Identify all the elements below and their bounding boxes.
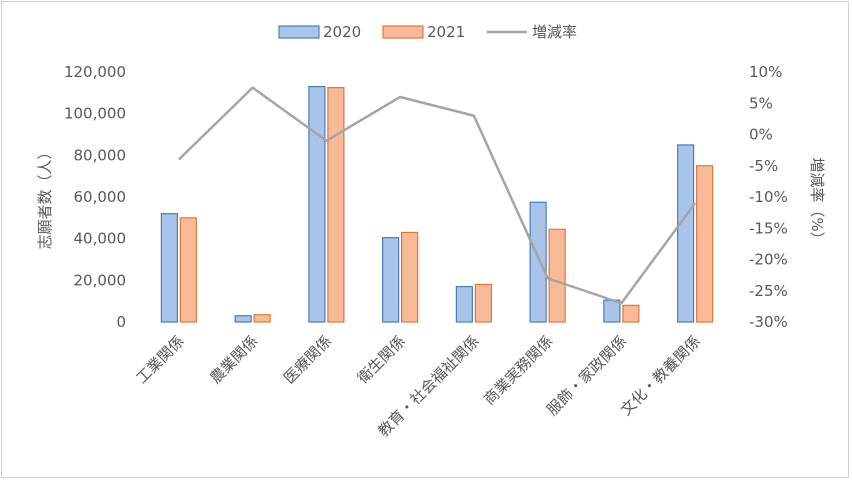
rate-line-path xyxy=(178,86,697,305)
y2-tick-label: 0% xyxy=(749,126,773,144)
category-label: 文化・教養関係 xyxy=(617,332,704,419)
bar-2021 xyxy=(696,165,714,323)
y-tick-label: 120,000 xyxy=(64,63,126,81)
legend-swatch-2021 xyxy=(382,25,424,39)
y2-tick-label: -30% xyxy=(749,313,788,331)
legend-label-2020: 2020 xyxy=(323,23,361,41)
legend-label-2021: 2021 xyxy=(427,23,465,41)
category-label: 衛生関係 xyxy=(354,332,409,387)
rate-line xyxy=(178,86,697,305)
bar-2020 xyxy=(160,213,178,323)
y2-tick-label: -20% xyxy=(749,251,788,269)
bar-2020 xyxy=(308,85,326,323)
bar-2020 xyxy=(382,237,400,323)
bar-2020 xyxy=(603,299,621,323)
y2-tick-label: -10% xyxy=(749,188,788,206)
bar-2020 xyxy=(529,201,547,323)
bar-2020 xyxy=(455,285,473,323)
y-tick-label: 100,000 xyxy=(64,105,126,123)
bar-2021 xyxy=(327,87,345,323)
right-axis: -30% -25% -20% -15% -10% -5% 0% 5% 10% xyxy=(749,63,788,331)
y2-tick-label: 10% xyxy=(749,63,782,81)
category-label: 商業実務関係 xyxy=(480,332,556,408)
category-label: 工業関係 xyxy=(133,332,188,387)
y-tick-label: 0 xyxy=(116,313,126,331)
category-label: 医療関係 xyxy=(280,332,335,387)
y2-axis-title: 増減率（%） xyxy=(808,157,826,246)
bars xyxy=(160,85,714,323)
legend: 2020 2021 増減率 xyxy=(278,23,577,41)
y-tick-label: 40,000 xyxy=(74,230,127,248)
y2-tick-label: 5% xyxy=(749,94,773,112)
bar-2021 xyxy=(401,231,419,323)
y-tick-label: 60,000 xyxy=(74,188,127,206)
legend-swatch-2020 xyxy=(278,25,320,39)
y-axis-title: 志願者数（人） xyxy=(36,144,54,249)
bar-2021 xyxy=(179,217,197,323)
y2-tick-label: -15% xyxy=(749,219,788,237)
bar-2021 xyxy=(548,228,566,323)
bar-2020 xyxy=(677,144,695,323)
y2-tick-label: -25% xyxy=(749,282,788,300)
bar-2021 xyxy=(622,304,640,323)
y-tick-label: 80,000 xyxy=(74,146,127,164)
y2-tick-label: -5% xyxy=(749,157,778,175)
axis-titles: 志願者数（人） 増減率（%） xyxy=(36,144,826,249)
bar-2021 xyxy=(253,314,271,323)
bar-2020 xyxy=(234,315,252,323)
y-tick-label: 20,000 xyxy=(74,271,127,289)
bar-2021 xyxy=(474,283,492,323)
legend-label-rate: 増減率 xyxy=(532,23,577,41)
left-axis: 0 20,000 40,000 60,000 80,000 100,000 120,000 xyxy=(64,63,126,331)
category-labels: 工業関係 農業関係 医療関係 衛生関係教育・社会福祉関係商業実務関係服飾・家政関係文化… xyxy=(133,332,704,440)
category-label: 農業関係 xyxy=(206,332,261,387)
